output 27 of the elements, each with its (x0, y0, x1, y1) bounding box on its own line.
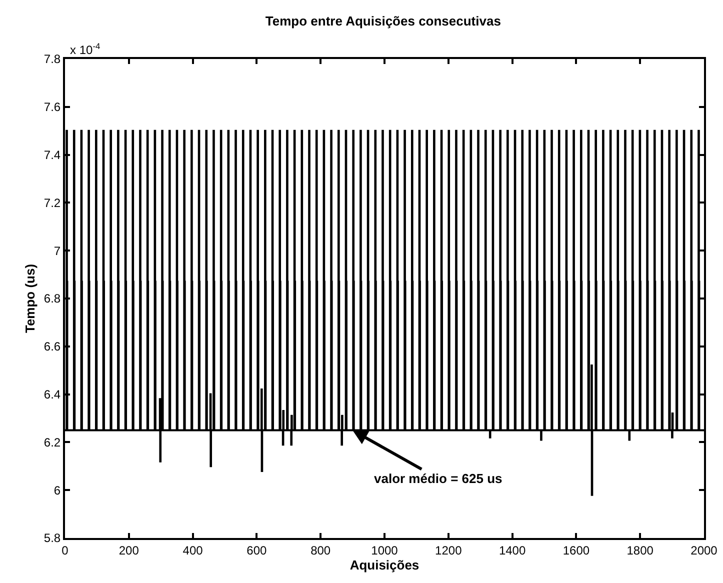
x-tick-label: 1400 (498, 543, 526, 558)
y-tick-label: 7.6 (44, 100, 61, 114)
y-tick-label: 7.4 (44, 148, 61, 162)
y-tick-label: 7 (54, 244, 61, 258)
text: x 10$^{-4}$ (70, 41, 100, 58)
x-tick-label: 0 (62, 543, 69, 558)
x-tick-label: 600 (246, 543, 268, 558)
y-tick-label: 6.2 (44, 435, 61, 450)
annotation: valor médio = 625 us (374, 471, 502, 486)
x-axis-title: Aquisições (350, 557, 420, 572)
x-tick-label: 1000 (371, 543, 398, 558)
chart-title: Tempo entre Aquisições consecutivas (265, 13, 501, 28)
x-tick-label: 800 (310, 543, 331, 558)
x-tick-label: 1600 (562, 543, 590, 558)
y-tick-label: 6 (54, 483, 61, 498)
y-tick-label: 5.8 (44, 531, 61, 546)
y-axis-title: Tempo (us) (22, 264, 38, 334)
y-tick-label: 6.6 (44, 340, 61, 354)
x-tick-label: 200 (118, 543, 140, 558)
y-tick-label: 7.2 (44, 196, 61, 210)
y-tick-label: 6.4 (44, 388, 61, 402)
y-tick-label: 6.8 (44, 292, 61, 306)
x-tick-label: 1800 (626, 543, 654, 558)
x-tick-label: 1200 (435, 543, 462, 558)
x-tick-label: 2000 (690, 543, 718, 558)
x-tick-label: 400 (182, 543, 204, 558)
y-tick-label: 7.8 (44, 52, 61, 66)
